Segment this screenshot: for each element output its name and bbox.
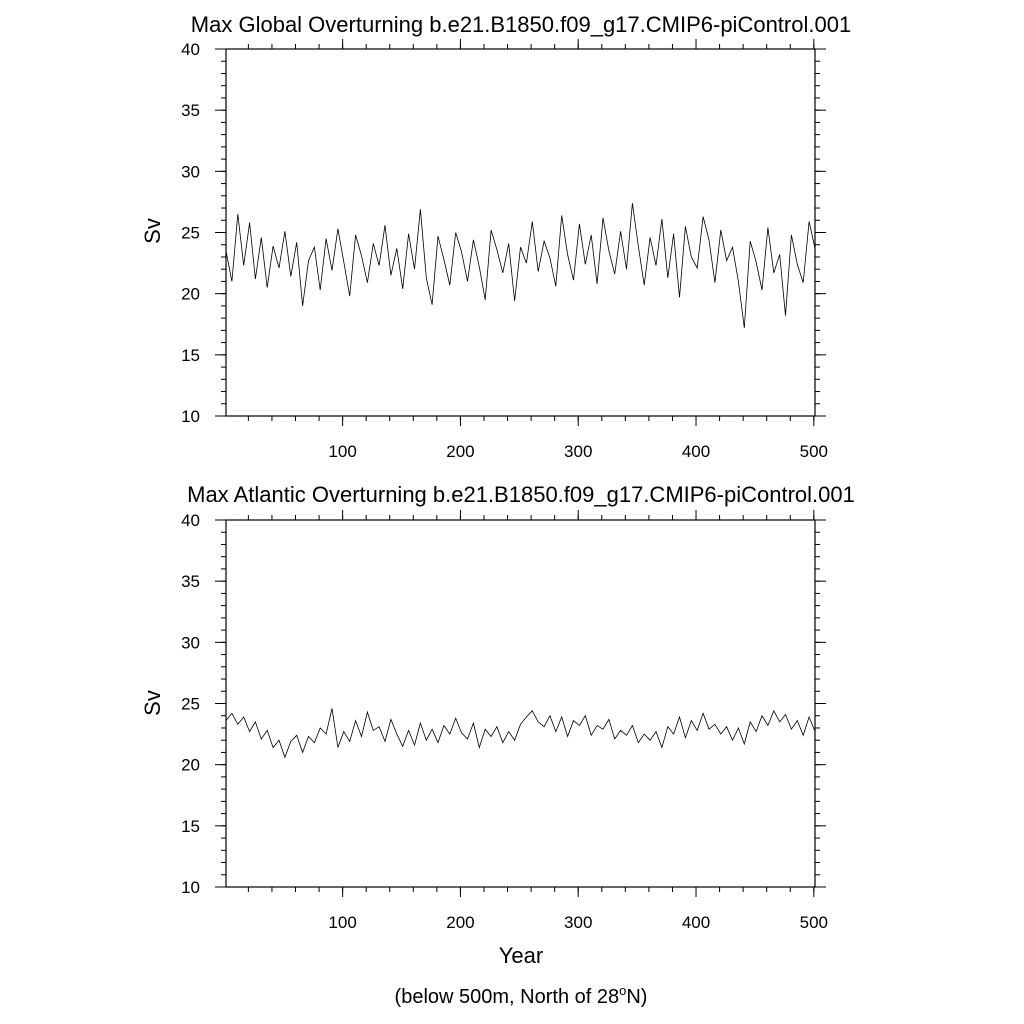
x-tick-label: 300 xyxy=(564,913,592,932)
series-line xyxy=(226,198,815,328)
axis-ticks xyxy=(215,39,826,426)
degree-superscript: o xyxy=(619,983,626,998)
footnote: (below 500m, North of 28oN) xyxy=(395,983,648,1008)
x-tick-label: 500 xyxy=(800,913,828,932)
x-tick-label: 300 xyxy=(564,442,592,461)
y-tick-label: 20 xyxy=(181,756,200,775)
y-tick-label: 10 xyxy=(181,407,200,426)
x-tick-label: 400 xyxy=(682,913,710,932)
tick-labels: 10 15 20 25 30 35 40 100 200 300 400 500 xyxy=(181,511,828,932)
chart-title: Max Atlantic Overturning b.e21.B1850.f09… xyxy=(187,482,855,507)
y-tick-label: 30 xyxy=(181,633,200,652)
chart-title: Max Global Overturning b.e21.B1850.f09_g… xyxy=(191,12,851,37)
y-tick-label: 15 xyxy=(181,817,200,836)
x-tick-label: 200 xyxy=(446,913,474,932)
x-axis-label: Year xyxy=(499,943,543,968)
x-tick-label: 100 xyxy=(328,913,356,932)
y-tick-label: 25 xyxy=(181,224,200,243)
y-tick-label: 40 xyxy=(181,511,200,530)
y-tick-label: 35 xyxy=(181,572,200,591)
y-tick-label: 20 xyxy=(181,285,200,304)
footnote-end: N) xyxy=(626,986,647,1008)
x-tick-label: 100 xyxy=(328,442,356,461)
x-tick-label: 500 xyxy=(800,442,828,461)
axis-ticks xyxy=(215,510,826,897)
y-tick-label: 25 xyxy=(181,695,200,714)
y-tick-label: 40 xyxy=(181,40,200,59)
y-tick-label: 10 xyxy=(181,878,200,897)
y-tick-label: 35 xyxy=(181,101,200,120)
x-tick-label: 400 xyxy=(682,442,710,461)
plot-frame xyxy=(226,520,815,887)
y-axis-label: Sv xyxy=(140,690,165,716)
y-tick-label: 30 xyxy=(181,162,200,181)
series-line xyxy=(226,707,815,757)
plot-frame xyxy=(226,49,815,416)
footnote-main: (below 500m, North of 28 xyxy=(395,986,620,1008)
y-tick-label: 15 xyxy=(181,346,200,365)
x-tick-label: 200 xyxy=(446,442,474,461)
atlantic-overturning-panel: Max Atlantic Overturning b.e21.B1850.f09… xyxy=(140,482,855,932)
global-overturning-panel: Max Global Overturning b.e21.B1850.f09_g… xyxy=(140,12,851,461)
y-axis-label: Sv xyxy=(140,218,165,244)
